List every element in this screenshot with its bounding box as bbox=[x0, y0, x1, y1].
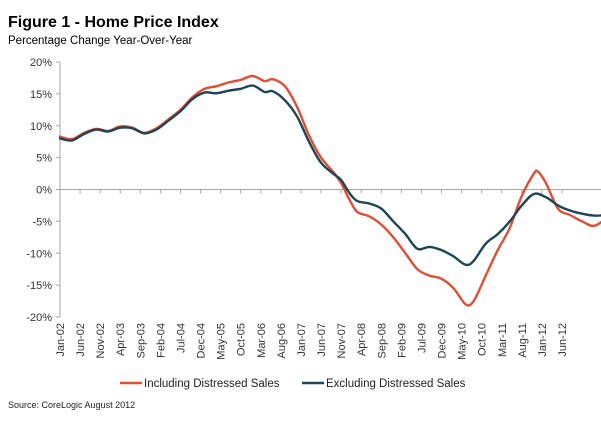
x-tick-label: Jan-07 bbox=[296, 323, 308, 357]
y-tick-label: 20% bbox=[30, 57, 52, 69]
y-tick-label: -20% bbox=[26, 312, 52, 324]
x-tick-label: Nov-02 bbox=[95, 323, 107, 358]
x-tick-label: Jun-12 bbox=[557, 323, 569, 357]
x-tick-label: Sep-08 bbox=[376, 323, 388, 358]
x-tick-label: Mar-11 bbox=[497, 323, 509, 357]
y-tick-label: -5% bbox=[32, 216, 52, 228]
x-tick-label: Dec-04 bbox=[196, 323, 208, 358]
x-tick-label: May-05 bbox=[216, 323, 228, 360]
x-tick-label: Nov-07 bbox=[336, 323, 348, 358]
x-tick-label: Jun-02 bbox=[75, 323, 87, 357]
series-line-including-distressed bbox=[58, 74, 601, 307]
x-tick-label: Feb-04 bbox=[155, 323, 167, 358]
series-group bbox=[58, 74, 601, 307]
x-tick-label: Jan-02 bbox=[55, 323, 67, 357]
x-tick-label: Sep-03 bbox=[135, 323, 147, 358]
x-tick-label: Mar-06 bbox=[256, 323, 268, 358]
y-tick-label: 5% bbox=[36, 153, 52, 165]
legend: Including Distressed Sales Excluding Dist… bbox=[120, 378, 466, 390]
chart-subtitle: Percentage Change Year-Over-Year bbox=[8, 35, 193, 47]
chart-title: Figure 1 - Home Price Index bbox=[8, 14, 219, 31]
series-line-excluding-distressed bbox=[58, 84, 601, 267]
legend-label-including: Including Distressed Sales bbox=[144, 378, 280, 390]
y-tick-label: -15% bbox=[26, 280, 52, 292]
y-tick-label: 0% bbox=[36, 185, 52, 197]
x-tick-label: Jan-12 bbox=[537, 323, 549, 357]
x-tick-label: Dec-09 bbox=[437, 323, 449, 358]
legend-label-excluding: Excluding Distressed Sales bbox=[326, 378, 466, 390]
x-tick-label: Apr-08 bbox=[356, 323, 368, 356]
x-tick-label: Jun-07 bbox=[316, 323, 328, 357]
axes: 20% 15% 10% 5% 0% -5% -10% -15% -20%Jan-02 Jun-02… bbox=[26, 57, 601, 360]
y-tick-label: 15% bbox=[30, 89, 52, 101]
x-tick-label: Jul-04 bbox=[175, 323, 187, 353]
x-tick-label: Aug-06 bbox=[276, 323, 288, 358]
x-tick-label: May-10 bbox=[457, 323, 469, 360]
x-tick-label: Oct-05 bbox=[236, 323, 248, 356]
source-note: Source: CoreLogic August 2012 bbox=[8, 400, 136, 410]
x-tick-label: Feb-09 bbox=[396, 323, 408, 358]
x-tick-label: Aug-11 bbox=[517, 323, 529, 358]
x-tick-label: Oct-10 bbox=[477, 323, 489, 356]
y-tick-label: -10% bbox=[26, 248, 52, 260]
x-tick-label: Apr-03 bbox=[115, 323, 127, 356]
y-tick-label: 10% bbox=[30, 121, 52, 133]
x-tick-label: Jul-09 bbox=[416, 323, 428, 353]
